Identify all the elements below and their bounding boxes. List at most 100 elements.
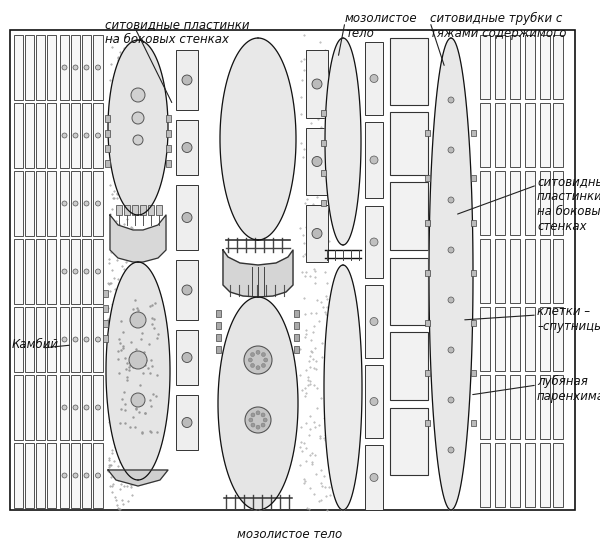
Bar [36, 239, 45, 304]
Text: ситовидные трубки с
тяжами содержимого: ситовидные трубки с тяжами содержимого [430, 12, 566, 40]
Bar [216, 334, 221, 341]
Ellipse shape [62, 269, 67, 274]
Ellipse shape [262, 352, 265, 357]
Bar [510, 239, 520, 303]
Bar [306, 128, 328, 195]
Ellipse shape [182, 285, 192, 295]
Polygon shape [108, 40, 168, 215]
Bar [71, 375, 80, 440]
Bar [321, 200, 326, 206]
Ellipse shape [448, 247, 454, 253]
Bar [71, 239, 80, 304]
Polygon shape [106, 262, 170, 480]
Ellipse shape [312, 157, 322, 167]
Bar [425, 320, 430, 326]
Bar [47, 375, 56, 440]
Text: мозолистое тело: мозолистое тело [238, 528, 343, 541]
Ellipse shape [256, 350, 260, 355]
Bar [553, 239, 563, 303]
Bar [471, 175, 476, 181]
Bar [82, 103, 91, 168]
Ellipse shape [84, 405, 89, 410]
Bar [294, 310, 299, 317]
Bar [25, 307, 34, 372]
Ellipse shape [182, 418, 192, 427]
Bar [93, 375, 103, 440]
Bar [553, 375, 563, 439]
Bar [71, 443, 80, 508]
Bar [105, 160, 110, 167]
Bar [365, 42, 383, 115]
Ellipse shape [129, 351, 147, 369]
Text: лубяная
паренхима: лубяная паренхима [537, 375, 600, 403]
Bar [25, 375, 34, 440]
Ellipse shape [249, 418, 253, 422]
Bar [480, 103, 490, 167]
Bar [47, 443, 56, 508]
Bar [525, 171, 535, 235]
Bar [166, 145, 171, 152]
Ellipse shape [62, 473, 67, 478]
Bar [510, 171, 520, 235]
Bar [390, 182, 428, 250]
Bar [510, 103, 520, 167]
Text: Камбий: Камбий [12, 338, 59, 351]
Bar [425, 175, 430, 181]
Bar [471, 270, 476, 276]
Bar [103, 305, 108, 312]
Bar [93, 103, 103, 168]
Bar [525, 35, 535, 99]
Bar [103, 290, 108, 297]
Bar [148, 205, 154, 215]
Polygon shape [325, 38, 361, 245]
Bar [495, 239, 505, 303]
Bar [93, 171, 103, 236]
Ellipse shape [448, 197, 454, 203]
Ellipse shape [370, 238, 378, 246]
Bar [82, 375, 91, 440]
Ellipse shape [84, 269, 89, 274]
Text: ситовидные пластинки
на боковых стенках: ситовидные пластинки на боковых стенках [105, 18, 250, 46]
Bar [10, 30, 575, 510]
Bar [495, 443, 505, 507]
Bar [495, 171, 505, 235]
Bar [36, 443, 45, 508]
Bar [93, 35, 103, 100]
Bar [553, 171, 563, 235]
Ellipse shape [182, 75, 192, 85]
Ellipse shape [448, 447, 454, 453]
Bar [36, 35, 45, 100]
Ellipse shape [73, 269, 78, 274]
Bar [525, 375, 535, 439]
Ellipse shape [261, 413, 265, 417]
Ellipse shape [131, 88, 145, 102]
Bar [425, 220, 430, 226]
Ellipse shape [73, 65, 78, 70]
Bar [47, 103, 56, 168]
Polygon shape [220, 38, 296, 240]
Ellipse shape [84, 65, 89, 70]
Bar [480, 375, 490, 439]
Bar [116, 205, 122, 215]
Bar [510, 443, 520, 507]
Polygon shape [223, 250, 293, 297]
Ellipse shape [62, 201, 67, 206]
Polygon shape [110, 215, 166, 262]
Bar [36, 103, 45, 168]
Bar [216, 322, 221, 329]
Bar [47, 239, 56, 304]
Bar [82, 239, 91, 304]
Ellipse shape [448, 347, 454, 353]
Ellipse shape [84, 201, 89, 206]
Bar [480, 35, 490, 99]
Bar [294, 346, 299, 353]
Ellipse shape [244, 346, 272, 374]
Ellipse shape [370, 156, 378, 164]
Ellipse shape [251, 363, 254, 368]
Bar [306, 50, 328, 118]
Bar [176, 260, 198, 320]
Bar [510, 35, 520, 99]
Ellipse shape [448, 397, 454, 403]
Ellipse shape [182, 213, 192, 222]
Bar [553, 35, 563, 99]
